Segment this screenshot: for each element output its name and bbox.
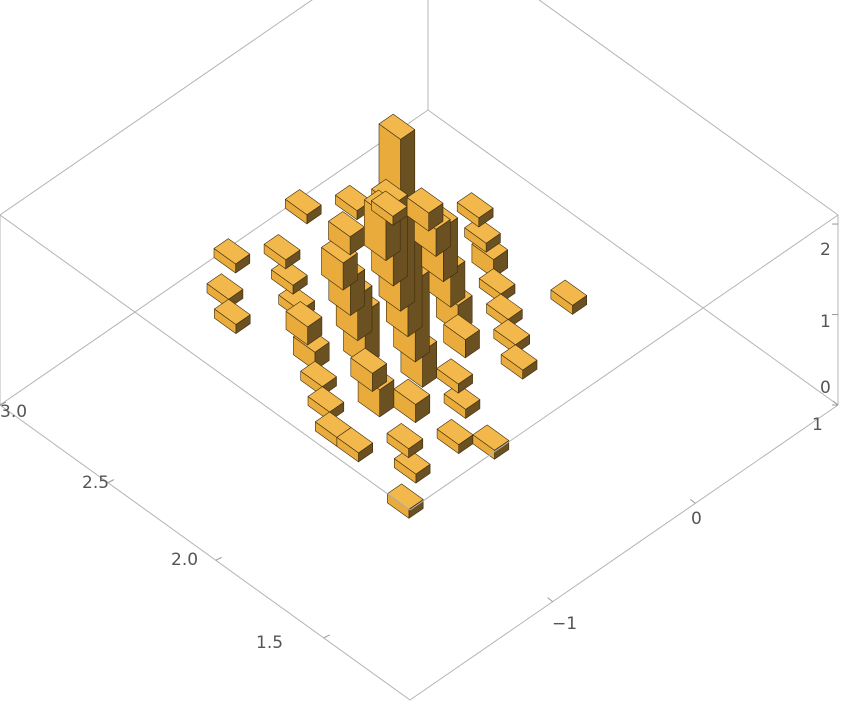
bar-top-face xyxy=(213,238,251,265)
x-tick-label: 3.0 xyxy=(0,402,27,422)
box-edge xyxy=(0,404,411,701)
y-axis: −1 0 1 xyxy=(552,415,823,634)
bar-top-face xyxy=(214,298,251,325)
x-axis: 1.5 2.0 2.5 3.0 xyxy=(0,402,283,653)
histogram-bar xyxy=(406,187,444,232)
bar-top-face xyxy=(478,268,516,295)
bounding-box-front-edges xyxy=(0,214,839,701)
histogram-bar xyxy=(284,189,322,225)
z-tick-label: 1 xyxy=(820,312,831,332)
histogram-bar xyxy=(443,383,481,419)
bar-top-face xyxy=(436,418,474,445)
bar-top-face xyxy=(550,279,588,306)
histogram-bar xyxy=(328,211,365,256)
tick-mark xyxy=(107,479,115,484)
histogram-bar xyxy=(370,190,408,226)
histogram-bar xyxy=(550,279,588,315)
tick-mark xyxy=(215,556,223,561)
bar-top-face xyxy=(393,378,431,405)
bar-top-face xyxy=(472,424,510,451)
histogram-bar xyxy=(336,427,374,463)
bar-top-face xyxy=(486,293,523,320)
histogram-bar xyxy=(456,192,494,228)
box-edge xyxy=(427,109,839,406)
box-edge xyxy=(538,0,839,216)
z-tick-label: 0 xyxy=(820,378,831,398)
histogram-bars xyxy=(206,113,588,519)
histogram-bar xyxy=(464,217,501,253)
histogram-bar xyxy=(213,238,251,274)
z-tick-label: 2 xyxy=(820,240,831,260)
tick-mark xyxy=(323,634,330,639)
histogram-bar xyxy=(472,424,510,460)
tick-mark xyxy=(690,498,696,504)
histogram-bar xyxy=(271,259,308,295)
histogram-bar xyxy=(393,378,431,423)
bar-top-face xyxy=(406,187,444,214)
tick-marks xyxy=(0,223,839,639)
box-edge xyxy=(409,404,839,701)
histogram-bar xyxy=(393,448,431,484)
bar-top-face xyxy=(443,314,480,341)
y-tick-label: −1 xyxy=(552,614,577,634)
tick-mark xyxy=(547,597,553,603)
bar-top-face xyxy=(336,427,374,454)
bar-top-face xyxy=(493,319,531,346)
tick-mark xyxy=(0,401,7,406)
histogram-bar xyxy=(436,358,473,394)
box-edge xyxy=(409,214,839,511)
bar-top-face xyxy=(378,113,416,140)
x-tick-label: 2.5 xyxy=(82,473,109,493)
bar-top-face xyxy=(285,301,323,328)
histogram-bar xyxy=(500,344,538,380)
histogram-bar xyxy=(214,298,251,334)
histogram-bar xyxy=(386,423,424,459)
bar-top-face xyxy=(456,192,494,219)
histogram-bar xyxy=(350,347,387,392)
bar-top-face xyxy=(300,360,337,387)
y-tick-label: 0 xyxy=(691,509,702,529)
box-edge xyxy=(0,0,313,216)
bar-top-face xyxy=(263,234,301,261)
bar-top-face xyxy=(350,347,387,374)
histogram-bar xyxy=(436,418,474,454)
histogram-bar xyxy=(263,234,301,270)
bar-top-face xyxy=(284,189,322,216)
histogram-bar xyxy=(321,237,358,291)
bar-top-face xyxy=(436,358,473,385)
z-axis: 0 1 2 xyxy=(820,240,831,398)
bar-top-face xyxy=(307,386,345,413)
histogram-bar xyxy=(285,301,323,346)
histogram-bar xyxy=(386,483,424,519)
bar-top-face xyxy=(386,423,424,450)
histogram-bar xyxy=(443,314,480,359)
x-tick-label: 2.0 xyxy=(171,550,198,570)
bar-top-face xyxy=(206,273,244,300)
y-tick-label: 1 xyxy=(812,415,823,435)
bar-top-face xyxy=(370,190,408,217)
bar-top-face xyxy=(328,211,365,238)
histogram-bar xyxy=(206,273,244,309)
bar-top-face xyxy=(500,344,538,371)
tick-mark xyxy=(832,400,839,406)
x-tick-label: 1.5 xyxy=(256,633,283,653)
box-edge xyxy=(0,214,411,511)
